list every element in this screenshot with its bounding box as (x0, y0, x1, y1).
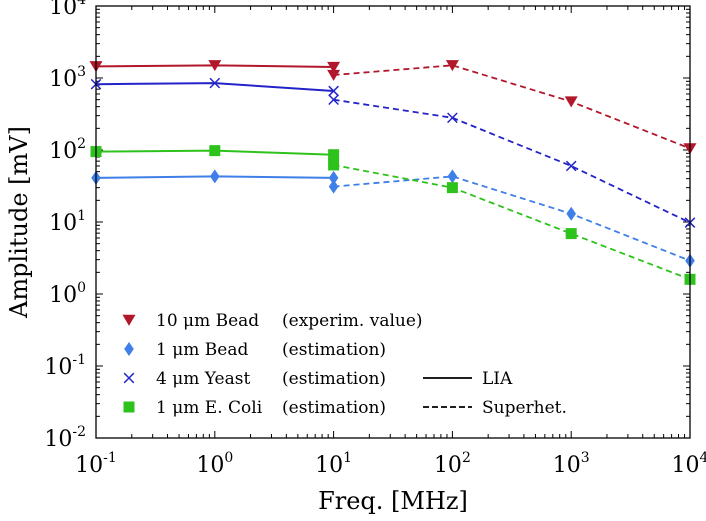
x-tick-label: 100 (196, 450, 233, 478)
y-tick-label: 10-1 (44, 352, 86, 380)
data-point (209, 77, 221, 89)
data-point (208, 60, 222, 72)
y-tick-label: 104 (49, 0, 86, 20)
legend-note-3: (estimation) (282, 369, 386, 389)
data-point (447, 169, 458, 184)
series-2-superhet-line (333, 175, 691, 262)
y-tick-exponent: 2 (77, 136, 86, 152)
legend-marker-1 (122, 314, 136, 326)
y-tick-label: 102 (49, 136, 86, 164)
data-point (565, 228, 577, 240)
y-tick-label: 101 (49, 208, 86, 236)
data-point (328, 94, 339, 106)
y-tick-exponent: 0 (77, 280, 86, 296)
x-tick-exponent: 2 (462, 450, 471, 466)
x-axis-title: Freq. [MHz] (318, 487, 468, 515)
legend-label-4: 1 μm E. Coli (156, 398, 263, 418)
x-tick-base: 10 (315, 453, 343, 478)
y-tick-base: 10 (49, 211, 77, 236)
x-tick-exponent: 0 (224, 450, 233, 466)
y-tick-base: 10 (44, 355, 72, 380)
legend: 10 μm Bead (experim. value) 1 μm Bead (esti… (122, 311, 567, 418)
legend-marker-4 (123, 401, 135, 413)
y-tick-label: 100 (49, 280, 86, 308)
plot-frame (95, 5, 691, 439)
y-tick-label: 10-2 (44, 424, 86, 452)
data-point (210, 169, 220, 184)
y-axis-title: Amplitude [mV] (5, 126, 33, 319)
y-tick-base: 10 (49, 0, 77, 20)
y-tick-base: 10 (49, 283, 77, 308)
y-tick-exponent: 3 (77, 64, 86, 80)
legend-marker-3 (123, 372, 135, 384)
legend-label-3: 4 μm Yeast (156, 369, 250, 389)
legend-note-2: (estimation) (282, 340, 386, 360)
x-tick-exponent: 1 (343, 450, 352, 466)
x-tick-base: 10 (553, 453, 581, 478)
legend-label-2: 1 μm Bead (156, 340, 248, 360)
legend-label-1: 10 μm Bead (156, 311, 259, 331)
series-4-superhet-line (333, 164, 691, 281)
y-tick-base: 10 (49, 139, 77, 164)
x-tick-label: 101 (315, 450, 352, 478)
ticks-layer: 10-1 100 101 102 103 10410-210-11001011021031… (44, 0, 706, 478)
data-point (328, 179, 339, 194)
y-tick-exponent: 1 (77, 208, 86, 224)
legend-marker-2 (124, 342, 134, 356)
series-3-superhet-line (333, 98, 691, 224)
data-point (328, 149, 340, 161)
x-tick-base: 10 (434, 453, 462, 478)
x-tick-base: 10 (196, 453, 224, 478)
y-tick-exponent: -2 (72, 424, 86, 440)
data-point (328, 159, 340, 171)
x-tick-exponent: -1 (103, 450, 117, 466)
series-3 (90, 77, 696, 228)
y-tick-label: 103 (49, 64, 86, 92)
legend-note-1: (experim. value) (282, 311, 423, 331)
x-tick-exponent: 4 (700, 450, 706, 466)
series-layer (89, 60, 697, 285)
data-point (565, 160, 577, 172)
data-point (209, 145, 221, 157)
y-tick-exponent: 4 (77, 0, 86, 8)
x-tick-label: 10-1 (75, 450, 117, 478)
data-point (328, 170, 339, 185)
x-tick-label: 104 (672, 450, 706, 478)
series-1 (89, 60, 697, 155)
x-tick-base: 10 (75, 453, 103, 478)
y-tick-base: 10 (44, 427, 72, 452)
y-tick-base: 10 (49, 67, 77, 92)
series-2 (91, 169, 695, 268)
data-point (327, 69, 341, 81)
series-1-superhet-line (333, 64, 691, 150)
data-point (445, 60, 459, 72)
y-tick-exponent: -1 (72, 352, 86, 368)
series-4 (90, 145, 696, 285)
x-tick-exponent: 3 (581, 450, 590, 466)
data-point (446, 182, 458, 194)
x-tick-label: 102 (434, 450, 471, 478)
legend-style-label-1: LIA (482, 369, 513, 389)
data-point (447, 112, 458, 124)
legend-note-4: (estimation) (282, 398, 386, 418)
data-point (564, 96, 578, 108)
series-3-lia-line (95, 82, 334, 92)
data-point (566, 206, 576, 221)
x-tick-label: 103 (553, 450, 590, 478)
data-point (328, 85, 339, 97)
legend-style-label-2: Superhet. (482, 398, 567, 418)
data-point (327, 61, 341, 73)
x-tick-base: 10 (672, 453, 700, 478)
